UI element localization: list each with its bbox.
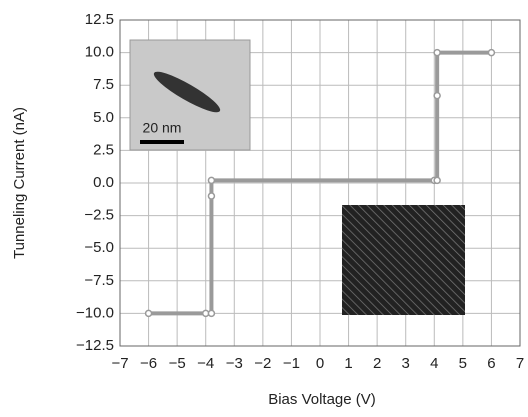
plot-frame <box>119 19 521 347</box>
y-tick-label: −7.5 <box>84 272 114 289</box>
x-tick-label: 3 <box>402 355 410 372</box>
data-point <box>487 48 496 57</box>
inset-lattice-image <box>342 205 465 315</box>
y-tick-label: 2.5 <box>93 141 114 158</box>
y-tick-label: 5.0 <box>93 109 114 126</box>
data-point <box>207 309 216 318</box>
y-tick-label: −10.0 <box>76 304 114 321</box>
x-tick-label: −4 <box>197 355 214 372</box>
data-point <box>433 91 441 100</box>
data-point <box>207 176 216 185</box>
x-tick-label: 6 <box>487 355 495 372</box>
x-tick-label: −2 <box>254 355 271 372</box>
y-tick-label: −12.5 <box>76 337 114 354</box>
x-tick-label: 5 <box>459 355 467 372</box>
y-tick-label: −5.0 <box>84 239 114 256</box>
x-tick-label: 2 <box>373 355 381 372</box>
x-tick-label: 0 <box>316 355 324 372</box>
data-point <box>433 48 441 57</box>
x-tick-label: −1 <box>283 355 300 372</box>
data-point <box>207 192 216 200</box>
y-tick-label: 10.0 <box>85 44 114 61</box>
y-axis-label: Tunneling Current (nA) <box>11 107 28 259</box>
y-tick-label: 12.5 <box>85 11 114 28</box>
data-point <box>144 309 153 318</box>
data-point <box>433 176 441 185</box>
y-tick-label: 0.0 <box>93 174 114 191</box>
x-tick-label: −3 <box>226 355 243 372</box>
x-tick-label: −7 <box>111 355 128 372</box>
scale-bar-label: 20 nm <box>143 120 182 136</box>
x-tick-label: 7 <box>516 355 524 372</box>
x-tick-label: −6 <box>140 355 157 372</box>
x-tick-label: 4 <box>430 355 438 372</box>
x-axis-label: Bias Voltage (V) <box>268 391 376 408</box>
y-tick-label: 7.5 <box>93 76 114 93</box>
x-tick-label: 1 <box>344 355 352 372</box>
y-tick-label: −2.5 <box>84 207 114 224</box>
inset-tem-image: 20 nm <box>129 39 251 151</box>
x-tick-label: −5 <box>169 355 186 372</box>
